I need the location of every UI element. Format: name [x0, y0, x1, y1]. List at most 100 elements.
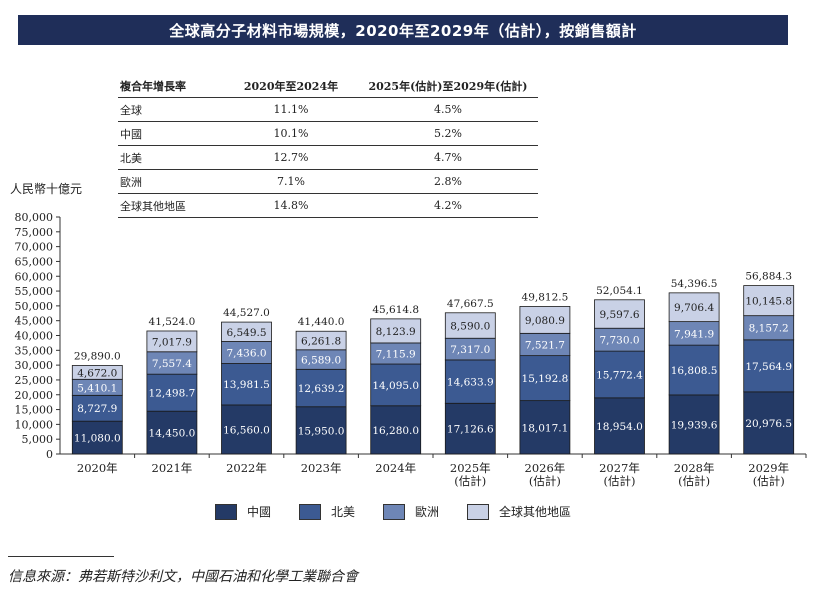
- legend-swatch-rest-of-world: [467, 503, 490, 520]
- bar-segment: [71, 420, 123, 455]
- bar-segment: [221, 363, 272, 406]
- segment-value-label: 7,557.4: [152, 358, 192, 370]
- bar-total-label: 52,054.1: [596, 285, 643, 297]
- y-axis-unit-label: 人民幣十億元: [10, 182, 83, 196]
- segment-value-label: 8,157.2: [749, 323, 789, 335]
- segment-value-label: 16,808.5: [671, 365, 718, 377]
- segment-value-label: 7,521.7: [525, 339, 565, 351]
- segment-value-label: 9,080.9: [525, 315, 565, 327]
- legend-label: 歐洲: [415, 505, 440, 519]
- segment-value-label: 13,981.5: [223, 379, 270, 391]
- bar-total-label: 41,440.0: [298, 316, 345, 328]
- x-tick-label: 2026年: [525, 461, 566, 475]
- bar-segment: [743, 285, 795, 317]
- y-tick-label: 50,000: [15, 300, 54, 313]
- segment-value-label: 19,939.6: [671, 419, 718, 431]
- y-tick-label: 65,000: [15, 255, 54, 268]
- y-tick-label: 60,000: [15, 270, 54, 283]
- bar-segment: [444, 312, 496, 339]
- y-tick-label: 10,000: [15, 418, 54, 431]
- bar-total-label: 54,396.5: [671, 278, 718, 290]
- bar-segment: [370, 318, 422, 344]
- segment-value-label: 6,261.8: [301, 336, 341, 348]
- bar-segment: [519, 355, 571, 402]
- bar-segment: [444, 402, 496, 455]
- y-tick-label: 55,000: [15, 285, 54, 298]
- segment-value-label: 14,450.0: [149, 428, 196, 440]
- segment-value-label: 7,017.9: [152, 336, 192, 348]
- segment-value-label: 17,126.6: [447, 424, 494, 436]
- bar-total-label: 45,614.8: [372, 304, 419, 316]
- cagr-row: 全球其他地區 14.8% 4.2%: [118, 193, 538, 218]
- bar-segment: [519, 400, 571, 455]
- legend-item: 全球其他地區: [467, 503, 571, 520]
- y-tick-label: 45,000: [15, 315, 54, 328]
- segment-value-label: 8,123.9: [376, 326, 416, 338]
- y-tick-label: 75,000: [15, 226, 54, 239]
- bar-total-label: 29,890.0: [74, 350, 121, 362]
- bar-segment: [146, 410, 198, 455]
- bar-segment: [146, 373, 198, 412]
- segment-value-label: 12,639.2: [298, 383, 345, 395]
- legend-swatch-europe: [383, 503, 406, 520]
- legend-swatch-north-america: [299, 503, 322, 520]
- legend-label: 中國: [247, 505, 272, 519]
- y-tick-label: 40,000: [15, 330, 54, 343]
- bar-segment: [743, 315, 795, 341]
- segment-value-label: 7,730.0: [599, 335, 639, 347]
- bar-total-label: 47,667.5: [447, 298, 494, 310]
- cagr-value-period1: 14.8%: [224, 193, 358, 218]
- segment-value-label: 8,727.9: [77, 403, 117, 415]
- segment-value-label: 7,436.0: [226, 348, 266, 360]
- segment-value-label: 6,549.5: [226, 327, 266, 339]
- segment-value-label: 18,954.0: [596, 421, 643, 433]
- segment-value-label: 20,976.5: [745, 418, 792, 430]
- cagr-row: 中國 10.1% 5.2%: [118, 121, 538, 146]
- x-tick-label: 2023年: [301, 461, 342, 475]
- bar-segment: [444, 359, 496, 404]
- segment-value-label: 9,706.4: [674, 302, 714, 314]
- bar-segment: [71, 365, 123, 380]
- segment-value-label: 5,410.1: [77, 382, 117, 394]
- legend-label: 北美: [331, 505, 356, 519]
- y-tick-label: 20,000: [15, 389, 54, 402]
- chart-title: 全球高分子材料市場規模，2020年至2029年（估計），按銷售額計: [18, 15, 788, 45]
- cagr-region: 北美: [118, 145, 224, 170]
- cagr-header-period1: 2020年至2024年: [224, 74, 358, 98]
- y-tick-label: 15,000: [15, 404, 54, 417]
- y-tick-label: 5,000: [22, 433, 54, 446]
- bar-segment: [594, 397, 645, 455]
- segment-value-label: 18,017.1: [522, 422, 569, 434]
- cagr-region: 全球: [118, 97, 224, 122]
- x-tick-label: 2027年: [599, 461, 640, 475]
- segment-value-label: 15,950.0: [298, 425, 345, 437]
- bar-segment: [594, 350, 645, 399]
- bar-segment: [519, 306, 571, 334]
- bar-segment: [743, 391, 795, 455]
- legend-item: 中國: [215, 503, 271, 520]
- bar-segment: [668, 344, 720, 396]
- bar-segment: [295, 406, 347, 455]
- segment-value-label: 8,590.0: [450, 321, 490, 333]
- cagr-region: 歐洲: [118, 169, 224, 194]
- cagr-row: 全球 11.1% 4.5%: [118, 97, 538, 122]
- source-note: 信息來源：弗若斯特沙利文，中國石油和化學工業聯合會: [8, 569, 358, 585]
- cagr-header-label: 複合年增長率: [118, 74, 224, 98]
- cagr-region: 中國: [118, 121, 224, 146]
- segment-value-label: 15,192.8: [522, 373, 569, 385]
- x-tick-label: 2022年: [226, 461, 267, 475]
- x-tick-label: (估計): [753, 474, 785, 488]
- bar-total-label: 44,527.0: [223, 307, 270, 319]
- cagr-value-period2: 5.2%: [358, 121, 538, 146]
- cagr-value-period2: 4.2%: [358, 193, 538, 218]
- bar-segment: [295, 368, 347, 408]
- segment-value-label: 15,772.4: [596, 369, 643, 381]
- cagr-table: 複合年增長率 2020年至2024年 2025年(估計)至2029年(估計) 全…: [118, 74, 538, 218]
- x-tick-label: 2029年: [748, 461, 789, 475]
- y-tick-label: 70,000: [15, 241, 54, 254]
- bar-segment: [146, 330, 198, 353]
- x-tick-label: (估計): [454, 474, 486, 488]
- bar-total-label: 56,884.3: [745, 271, 792, 283]
- cagr-value-period1: 7.1%: [224, 169, 358, 194]
